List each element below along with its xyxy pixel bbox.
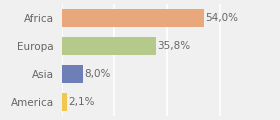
Bar	[62, 9, 204, 27]
Bar	[62, 93, 67, 111]
Text: 8,0%: 8,0%	[84, 69, 110, 79]
Bar	[62, 65, 83, 83]
Text: 54,0%: 54,0%	[206, 13, 239, 23]
Text: 35,8%: 35,8%	[157, 41, 191, 51]
Bar	[62, 37, 156, 55]
Text: 2,1%: 2,1%	[69, 97, 95, 107]
